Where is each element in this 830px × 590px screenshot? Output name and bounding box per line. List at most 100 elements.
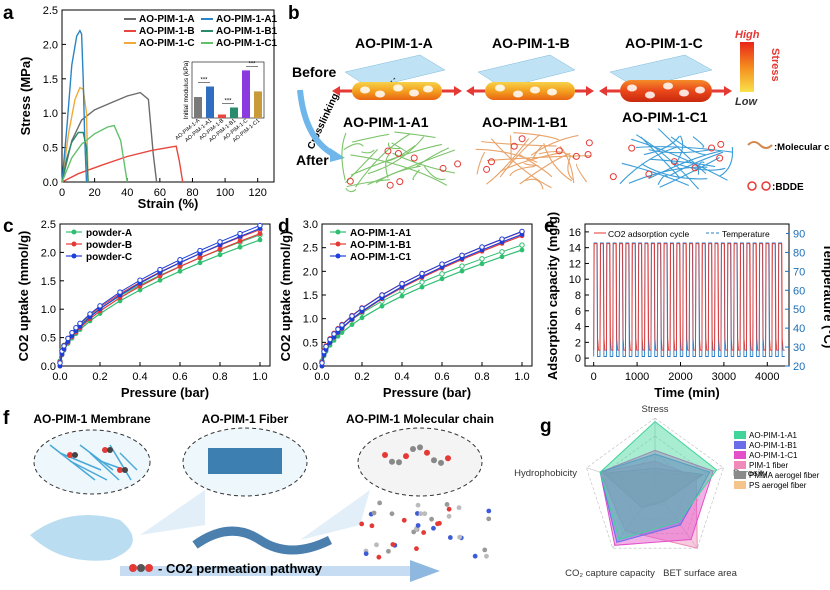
chart-e-cycling: Adsorption capacity (mg/g) Temperature (… [545, 212, 830, 400]
data-point-open-powder-c [87, 311, 93, 317]
data-point-ao-pim-1-a1 [339, 330, 345, 335]
x-tick-label: 120 [249, 187, 267, 199]
legend-item-pim-1-fiber: PIM-1 fiber [749, 461, 788, 470]
cluster-atom [371, 510, 377, 516]
f-chain-zoom [357, 427, 483, 497]
data-point-ao-pim-1-a1 [379, 303, 385, 309]
b-legend: :Molecular chain :BDDE [747, 141, 830, 193]
chain-atom [431, 457, 437, 464]
data-point-powder-b [177, 264, 183, 269]
panel-label-e: e [544, 216, 555, 237]
chart-d-xlabel: Pressure (bar) [383, 385, 471, 400]
cluster-atom [484, 553, 489, 559]
b-title-a1: AO-PIM-1-A1 [343, 114, 429, 130]
chain-strand [345, 187, 357, 193]
data-point-ao-pim-1-a1 [335, 333, 341, 339]
chain-strand [635, 146, 734, 153]
chain-strand [657, 175, 669, 185]
cluster-atom [411, 529, 417, 535]
chain-strand [367, 136, 425, 175]
data-point-open-ao-pim-1-c1 [349, 313, 355, 319]
data-point-open-ao-pim-1-c1 [519, 228, 525, 235]
crosslinking-arrow [297, 89, 337, 158]
x-tick-label: 20 [88, 187, 100, 199]
pore-bubble [627, 84, 637, 92]
y-tick-label: 2 [575, 337, 581, 349]
y-tick-label: 12 [569, 258, 581, 270]
data-point-open-ao-pim-1-c1 [331, 331, 337, 337]
stress-scale-low: Low [735, 96, 758, 108]
b-cylinder-c [599, 80, 732, 102]
bdde-crosslink [691, 164, 699, 172]
chain-strand [640, 136, 680, 178]
chain-strand [669, 151, 724, 177]
membrane-fiber [59, 452, 102, 471]
cluster-atom [482, 547, 488, 553]
y2-tick-label: 40 [793, 323, 805, 335]
data-point-open-powder-c [237, 230, 243, 237]
f-membrane-zoom [33, 429, 151, 495]
pore-bubble [547, 88, 557, 96]
cluster-atom [472, 553, 478, 559]
chain-atom [417, 444, 423, 451]
sig-stars: *** [248, 61, 256, 67]
co2-carbon [122, 467, 128, 473]
chain-strand [641, 163, 708, 180]
x-tick-label: 0.2 [92, 371, 107, 383]
data-point-powder-a [257, 237, 263, 243]
bdde-crosslink [670, 158, 678, 166]
inset-bar-ao-pim-1-a [194, 97, 202, 118]
legend-item-powder-c: powder-C [86, 252, 132, 263]
chain-strand [355, 133, 410, 188]
y-tick-label: 1.5 [43, 74, 58, 86]
chain-strand [343, 143, 364, 151]
bdde-crosslink [384, 147, 392, 155]
chain-atom [410, 445, 416, 452]
y2-tick-label: 30 [793, 342, 805, 354]
x-tick-label: 2000 [668, 371, 692, 383]
chain-strand [394, 131, 436, 139]
inset-bar-ao-pim-1-b1 [230, 107, 238, 118]
cluster-atom [363, 551, 369, 557]
co2-oxygen [67, 452, 73, 458]
membrane-fiber [109, 444, 132, 481]
chain-strand [416, 147, 450, 168]
cluster-atom [486, 508, 492, 514]
data-point-ao-pim-1-a1 [439, 276, 445, 282]
data-point-open-powder-c [157, 266, 163, 273]
legend-item-ao-pim-1-a1: AO-PIM-1-A1 [350, 228, 412, 239]
cluster-atom [446, 513, 452, 519]
chain-strand [567, 155, 575, 181]
chart-c-powder-uptake: CO2 uptake (mmol/g) Pressure (bar) 0.0 0.… [16, 219, 271, 400]
y-tick-label: 14 [569, 243, 581, 255]
f-title-fiber: AO-PIM-1 Fiber [202, 412, 289, 426]
bdde-crosslink [708, 144, 716, 152]
bdde-crosslink [645, 170, 653, 178]
membrane-fiber [79, 444, 114, 471]
chart-a-frame [61, 9, 275, 183]
chain-strand [575, 163, 588, 183]
chain-strand [643, 135, 680, 156]
x-tick-label: 0.0 [314, 371, 329, 383]
chain-strand [476, 151, 486, 175]
y-tick-label: 2.0 [43, 39, 58, 51]
data-point-ao-pim-1-a1 [519, 247, 525, 253]
chart-d-ylabel: CO2 uptake (mmol/g) [278, 231, 293, 362]
cluster-atom [418, 511, 424, 517]
chain-strand [350, 143, 443, 176]
f-zoom-cone-2 [300, 490, 370, 540]
bdde-crosslink [518, 135, 526, 143]
bdde-crosslink [609, 173, 617, 181]
y2-tick-label: 20 [793, 361, 805, 373]
b-title-b1: AO-PIM-1-B1 [482, 114, 568, 130]
radar-spoke [654, 467, 724, 491]
inset-ylabel: Initial modulus (kPa) [183, 61, 190, 120]
chart-a-ylabel: Stress (MPa) [18, 57, 33, 136]
data-point-open-powder-c [117, 289, 123, 295]
y-tick-label: 10 [569, 274, 581, 286]
legend-swatch-ao-pim-1-a1 [734, 431, 746, 439]
bdde-crosslink [454, 160, 462, 168]
data-point-ao-pim-1-a1 [359, 315, 365, 321]
sig-stars: *** [200, 78, 208, 84]
pore-bubble [663, 82, 673, 90]
